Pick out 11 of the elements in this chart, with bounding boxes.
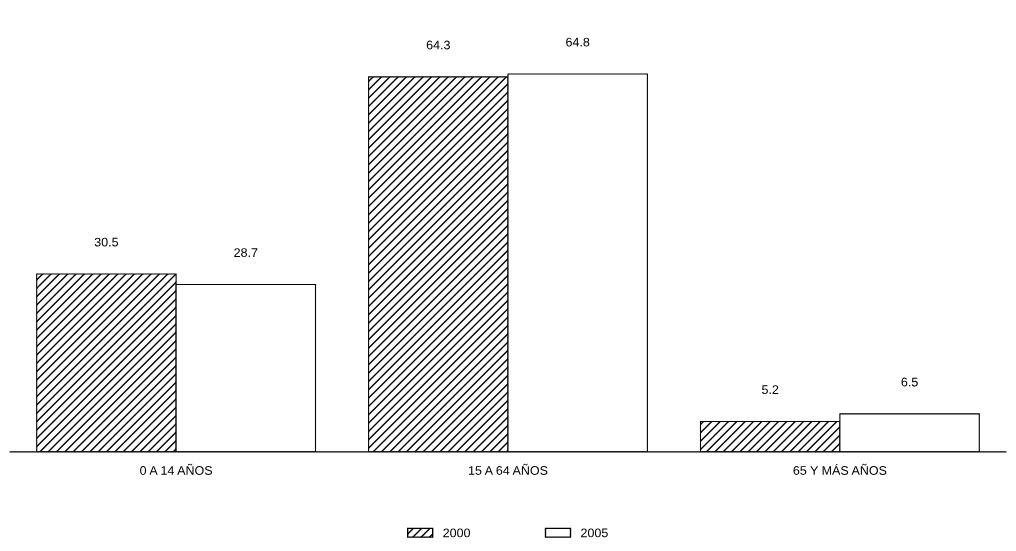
legend-label: 2000	[443, 528, 471, 538]
data-label: 28.7	[234, 248, 258, 258]
data-label: 64.8	[566, 37, 590, 47]
data-label: 64.3	[426, 40, 450, 50]
legend-label: 2005	[581, 528, 608, 538]
data-label: 5.2	[762, 385, 779, 395]
data-label: 6.5	[901, 377, 918, 387]
x-tick-label: 15 A 64 AÑOS	[468, 463, 548, 475]
x-tick-label: 0 A 14 AÑOS	[140, 463, 213, 475]
x-tick-label: 65 Y MÁS AÑOS	[793, 463, 887, 475]
data-label: 30.5	[94, 237, 119, 247]
